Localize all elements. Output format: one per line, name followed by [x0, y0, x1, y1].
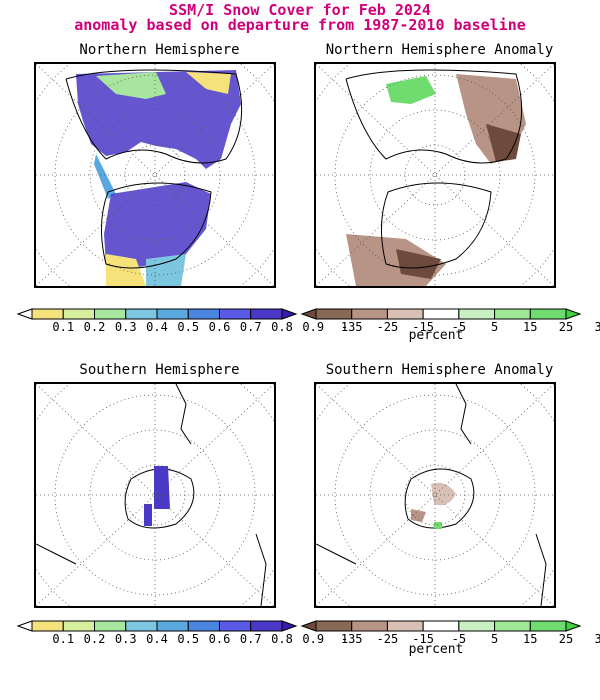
colorbar-tick-label: 0.1: [52, 632, 75, 646]
colorbar-swatch: [386, 620, 424, 632]
colorbar-tick-label: 0.4: [146, 320, 168, 334]
colorbar-left-arrow: [16, 308, 33, 320]
colorbar-tick-label: 0.2: [83, 320, 106, 334]
sh-snow-map-graphic: [36, 384, 274, 606]
colorbar-swatch: [187, 620, 220, 632]
colorbar-tick-label: 5: [490, 320, 499, 334]
snow-colorbar-bottom: 0.1 0.2 0.3 0.4 0.5 0.6 0.7 0.8 0.9 1: [16, 620, 348, 646]
colorbar-swatch: [315, 620, 353, 632]
colorbar-tick-label: -5: [451, 320, 467, 334]
colorbar-swatch: [156, 620, 189, 632]
colorbar-swatch: [458, 620, 496, 632]
colorbar-tick-label: 0.9: [302, 320, 325, 334]
colorbar-tick-label: 25: [558, 320, 574, 334]
nh-snow-title: Northern Hemisphere: [79, 42, 240, 58]
colorbar-swatch: [494, 620, 531, 632]
colorbar-swatch: [31, 308, 64, 320]
colorbar-tick-label: 0.5: [177, 632, 200, 646]
colorbar-tick-label: 5: [490, 632, 499, 646]
colorbar-left-arrow: [300, 620, 317, 632]
colorbar-tick-label: 0.6: [208, 320, 231, 334]
colorbar-tick-label: -15: [412, 320, 434, 334]
colorbar-tick-label: 0.7: [239, 320, 262, 334]
colorbar-right-arrow: [281, 620, 298, 632]
colorbar-tick-label: -35: [340, 320, 363, 334]
sh-snow-map: [34, 382, 276, 608]
anomaly-unit-label-bottom: percent: [408, 642, 464, 657]
colorbar-left-arrow: [300, 308, 317, 320]
colorbar-tick-label: 15: [523, 632, 538, 646]
colorbar-right-arrow: [281, 308, 298, 320]
colorbar-tick-label: -5: [451, 632, 467, 646]
colorbar-tick-label: 1: [340, 632, 349, 646]
colorbar-tick-label: 0.3: [114, 320, 137, 334]
colorbar-swatch: [94, 620, 127, 632]
colorbar-tick-label: 1: [340, 320, 349, 334]
snow-colorbar-top: 0.1 0.2 0.3 0.4 0.5 0.6 0.7 0.8 0.9 1: [16, 308, 348, 334]
colorbar-tick-label: 0.4: [146, 632, 168, 646]
colorbar-tick-label: -25: [376, 632, 399, 646]
colorbar-swatch: [494, 308, 531, 320]
nh-snow-map: [34, 62, 276, 288]
colorbar-swatch: [250, 308, 283, 320]
colorbar-swatch: [422, 308, 460, 320]
sh-anom-title: Southern Hemisphere Anomaly: [325, 362, 554, 378]
colorbar-swatch: [315, 308, 353, 320]
colorbar-right-arrow: [565, 620, 582, 632]
colorbar-swatch: [458, 308, 496, 320]
colorbar-swatch: [351, 620, 388, 632]
nh-snow-map-graphic: [36, 64, 274, 286]
colorbar-tick-label: 0.8: [271, 632, 293, 646]
colorbar-swatch: [219, 620, 252, 632]
nh-anomaly-map-graphic: [316, 64, 554, 286]
colorbar-swatch: [156, 308, 189, 320]
nh-anomaly-map: [314, 62, 556, 288]
colorbar-swatch: [529, 620, 567, 632]
colorbar-tick-label: -25: [376, 320, 399, 334]
colorbar-tick-label: 0.2: [83, 632, 106, 646]
colorbar-swatch: [125, 620, 158, 632]
colorbar-tick-label: 0.8: [271, 320, 293, 334]
colorbar-tick-label: 0.6: [208, 632, 231, 646]
chart-title-line2: anomaly based on departure from 1987-201…: [74, 16, 526, 34]
colorbar-swatch: [386, 308, 424, 320]
snow-colorbar-graphic: [16, 620, 298, 632]
snow-colorbar-graphic: [16, 308, 298, 320]
anomaly-colorbar-bottom: -35 -25 -15 -5 5 15 25 35: [300, 620, 600, 646]
colorbar-tick-label: 0.3: [114, 632, 137, 646]
colorbar-swatch: [62, 308, 95, 320]
colorbar-swatch: [94, 308, 127, 320]
colorbar-swatch: [351, 308, 388, 320]
colorbar-swatch: [125, 308, 158, 320]
colorbar-tick-label: 0.5: [177, 320, 200, 334]
colorbar-tick-label: 15: [523, 320, 538, 334]
colorbar-swatch: [31, 620, 64, 632]
colorbar-tick-label: 0.1: [52, 320, 75, 334]
colorbar-swatch: [219, 308, 252, 320]
colorbar-tick-label: -35: [340, 632, 363, 646]
colorbar-tick-label: 35: [594, 632, 600, 646]
anomaly-colorbar-top: -35 -25 -15 -5 5 15 25 35: [300, 308, 600, 334]
anomaly-colorbar-graphic: [300, 308, 582, 320]
sh-anomaly-map: [314, 382, 556, 608]
anomaly-unit-label-top: percent: [408, 328, 464, 343]
colorbar-tick-label: 0.7: [239, 632, 262, 646]
colorbar-swatch: [250, 620, 283, 632]
colorbar-right-arrow: [565, 308, 582, 320]
colorbar-tick-label: 25: [558, 632, 574, 646]
colorbar-left-arrow: [16, 620, 33, 632]
chart-title-line1: SSM/I Snow Cover for Feb 2024: [169, 1, 431, 19]
colorbar-tick-label: -15: [412, 632, 434, 646]
colorbar-swatch: [422, 620, 460, 632]
nh-anom-title: Northern Hemisphere Anomaly: [325, 42, 554, 58]
sh-snow-title: Southern Hemisphere: [79, 362, 240, 378]
anomaly-colorbar-graphic: [300, 620, 582, 632]
colorbar-tick-label: 35: [594, 320, 600, 334]
colorbar-tick-label: 0.9: [302, 632, 325, 646]
colorbar-swatch: [187, 308, 220, 320]
colorbar-swatch: [529, 308, 567, 320]
colorbar-swatch: [62, 620, 95, 632]
sh-anomaly-map-graphic: [316, 384, 554, 606]
